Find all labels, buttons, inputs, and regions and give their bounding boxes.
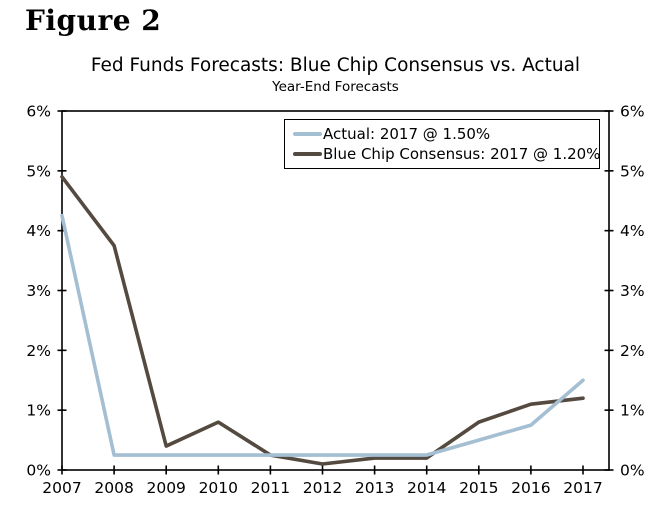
y-axis-label-left: 5%: [26, 162, 51, 180]
figure-label: Figure 2: [25, 4, 162, 37]
x-axis-label: 2013: [355, 479, 394, 497]
y-axis-label-left: 6%: [26, 103, 51, 121]
y-axis-label-left: 0%: [26, 462, 51, 480]
y-axis-label-left: 4%: [26, 222, 51, 240]
x-axis-label: 2017: [563, 479, 602, 497]
legend-label-actual: Actual: 2017 @ 1.50%: [323, 124, 491, 143]
y-axis-label-left: 2%: [26, 342, 51, 360]
chart-title: Fed Funds Forecasts: Blue Chip Consensus…: [90, 55, 581, 76]
y-axis-label-right: 3%: [620, 282, 645, 300]
y-axis-label-left: 1%: [26, 402, 51, 420]
y-axis-label-right: 5%: [620, 162, 645, 180]
x-axis-label: 2014: [407, 479, 446, 497]
y-axis-label-right: 0%: [620, 462, 645, 480]
x-axis-label: 2009: [146, 479, 185, 497]
y-axis-label-right: 6%: [620, 103, 645, 121]
x-axis-label: 2012: [303, 479, 342, 497]
x-axis-label: 2007: [42, 479, 81, 497]
x-axis-label: 2008: [94, 479, 133, 497]
x-axis-label: 2016: [511, 479, 550, 497]
actual-line-swatch: [293, 131, 322, 136]
x-axis-label: 2015: [459, 479, 498, 497]
y-axis-label-right: 4%: [620, 222, 645, 240]
y-axis-label-right: 1%: [620, 402, 645, 420]
actual-line: [60, 213, 585, 457]
x-axis-label: 2011: [251, 479, 290, 497]
x-axis-label: 2010: [199, 479, 238, 497]
blue-chip-consensus-line-swatch: [293, 152, 322, 157]
blue-chip-consensus-line: [60, 175, 585, 466]
legend-item-actual: Actual: 2017 @ 1.50%: [293, 125, 595, 143]
legend: Actual: 2017 @ 1.50% Blue Chip Consensus…: [284, 119, 600, 169]
chart-subtitle: Year-End Forecasts: [272, 79, 399, 95]
y-axis-label-left: 3%: [26, 282, 51, 300]
legend-label-blue-chip-consensus: Blue Chip Consensus: 2017 @ 1.20%: [323, 145, 601, 164]
y-axis-label-right: 2%: [620, 342, 645, 360]
legend-item-blue-chip-consensus: Blue Chip Consensus: 2017 @ 1.20%: [293, 145, 600, 163]
